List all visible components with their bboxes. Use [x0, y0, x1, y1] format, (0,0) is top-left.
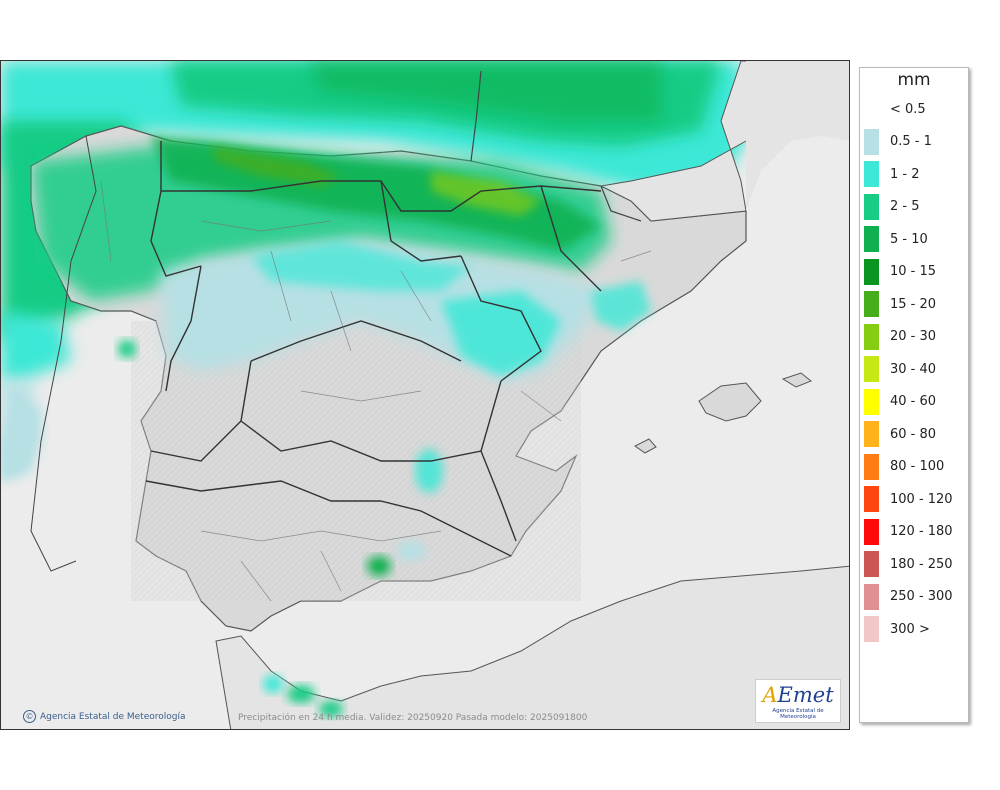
- legend-item: 120 - 180: [864, 518, 953, 545]
- legend-item: 40 - 60: [864, 388, 937, 415]
- legend-item: 1 - 2: [864, 161, 920, 187]
- legend-swatch: [864, 161, 879, 187]
- legend-item: 15 - 20: [864, 291, 936, 317]
- legend-label: 1 - 2: [890, 166, 920, 182]
- island-mallorca: [698, 382, 762, 422]
- legend-item: 10 - 15: [864, 258, 937, 285]
- legend-item: < 0.5: [864, 96, 926, 122]
- legend-swatch: [864, 388, 879, 415]
- legend-swatch: [864, 193, 879, 220]
- legend-swatch: [864, 258, 879, 285]
- legend-label: 5 - 10: [890, 231, 928, 247]
- legend-label: 0.5 - 1: [890, 134, 932, 149]
- legend-label: 30 - 40: [890, 361, 937, 377]
- aemet-logo-subtitle: Agencia Estatal de Meteorología: [772, 708, 824, 720]
- legend-swatch: [864, 356, 879, 382]
- precipitation-map: © Agencia Estatal de Meteorología Precip…: [0, 60, 850, 730]
- legend-swatch: [864, 583, 879, 610]
- legend-label: 100 - 120: [890, 491, 953, 507]
- portugal-border: [30, 135, 97, 572]
- legend-item: 0.5 - 1: [864, 128, 932, 155]
- legend-swatch: [864, 616, 879, 642]
- map-canvas: [1, 61, 849, 729]
- legend-swatch: [864, 453, 879, 480]
- legend-item: 100 - 120: [864, 486, 953, 512]
- island-ibiza: [634, 438, 657, 454]
- legend-label: 180 - 250: [890, 556, 953, 572]
- legend-label: 40 - 60: [890, 394, 937, 409]
- copyright-icon: ©: [23, 710, 36, 723]
- aemet-logo: AEmet Agencia Estatal de Meteorología: [755, 679, 841, 723]
- validity-note: Precipitación en 24 h media. Validez: 20…: [238, 713, 588, 723]
- legend-swatch: [864, 551, 879, 577]
- france-south-coast: [746, 61, 849, 211]
- legend-item: 300 >: [864, 616, 930, 642]
- legend-label: 20 - 30: [890, 329, 937, 344]
- legend-swatch: [864, 486, 879, 512]
- legend-item: 60 - 80: [864, 421, 936, 447]
- region-boundaries: [145, 141, 602, 557]
- legend-label: 250 - 300: [890, 589, 953, 604]
- legend-swatch: [864, 291, 879, 317]
- legend-swatch: [864, 226, 879, 252]
- aemet-logo-mark: AEmet: [762, 683, 834, 707]
- legend-label: 120 - 180: [890, 524, 953, 539]
- legend-swatch: [864, 128, 879, 155]
- legend-item: 20 - 30: [864, 323, 937, 350]
- precip-land: [1, 136, 651, 717]
- copyright-notice: © Agencia Estatal de Meteorología: [23, 710, 186, 723]
- copyright-text: Agencia Estatal de Meteorología: [40, 711, 186, 722]
- legend-label: 2 - 5: [890, 199, 920, 214]
- pyrenees-border: [470, 70, 642, 222]
- legend-item: 180 - 250: [864, 551, 953, 577]
- legend-item: 5 - 10: [864, 226, 928, 252]
- island-menorca: [781, 372, 812, 388]
- legend-label: < 0.5: [890, 101, 926, 117]
- legend-item: 80 - 100: [864, 453, 945, 480]
- legend-label: 300 >: [890, 621, 930, 637]
- legend-item: 2 - 5: [864, 193, 920, 220]
- legend-unit: mm: [897, 70, 931, 90]
- precipitation-legend: mm < 0.5 0.5 - 1 1 - 2 2 - 5 5 - 10 10 - 15 15…: [859, 67, 969, 723]
- legend-label: 80 - 100: [890, 459, 945, 474]
- legend-swatch: [864, 421, 879, 447]
- legend-label: 15 - 20: [890, 296, 937, 312]
- province-boundaries: [100, 180, 652, 602]
- legend-swatch: [864, 323, 879, 350]
- legend-swatch: [864, 96, 879, 122]
- legend-item: 30 - 40: [864, 356, 936, 382]
- legend-item: 250 - 300: [864, 583, 953, 610]
- legend-swatch: [864, 518, 879, 545]
- legend-label: 60 - 80: [890, 426, 937, 442]
- legend-label: 10 - 15: [890, 264, 937, 279]
